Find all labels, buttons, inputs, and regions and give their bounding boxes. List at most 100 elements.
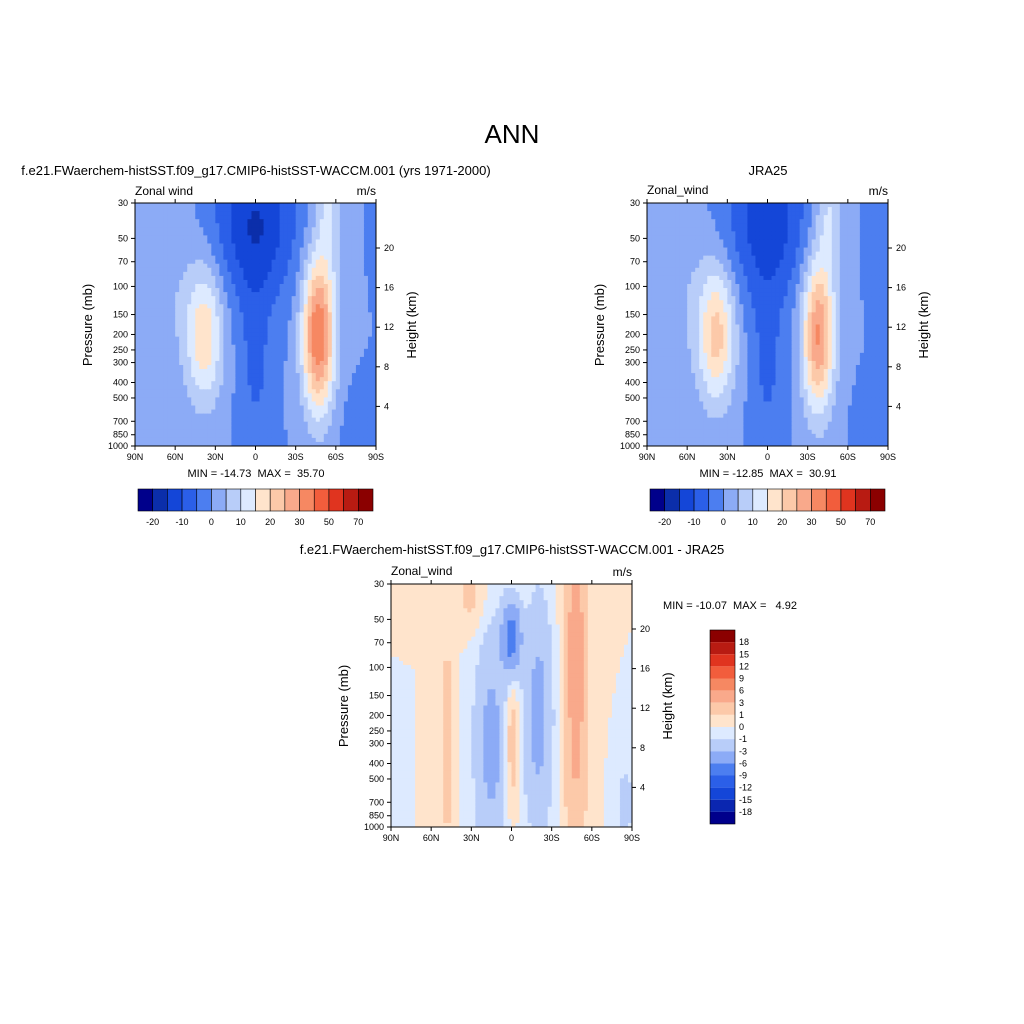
- contour-cell: [351, 409, 357, 415]
- contour-cell: [755, 207, 761, 212]
- contour-cell: [335, 344, 341, 350]
- contour-cell: [359, 215, 365, 220]
- colorbar-label: -20: [146, 517, 159, 527]
- contour-cell: [827, 211, 833, 216]
- contour-cell: [355, 381, 361, 386]
- contour-cell: [687, 271, 692, 277]
- contour-cell: [155, 389, 160, 394]
- contour-cell: [883, 215, 888, 220]
- contour-cell: [815, 227, 821, 232]
- contour-cell: [363, 332, 369, 338]
- contour-cell: [363, 271, 369, 277]
- contour-cell: [243, 279, 249, 285]
- contour-cell: [167, 421, 172, 427]
- contour-cell: [347, 393, 353, 398]
- contour-cell: [147, 292, 152, 297]
- contour-cell: [739, 255, 744, 261]
- contour-cell: [287, 320, 293, 326]
- contour-cell: [179, 437, 184, 443]
- contour-cell: [243, 271, 249, 277]
- contour-cell: [251, 421, 257, 427]
- contour-cell: [223, 437, 228, 443]
- contour-cell: [203, 215, 208, 220]
- contour-cell: [175, 389, 180, 394]
- contour-cell: [359, 413, 365, 419]
- contour-cell: [135, 413, 140, 419]
- contour-cell: [167, 413, 172, 419]
- contour-cell: [655, 267, 660, 273]
- contour-cell: [315, 316, 321, 322]
- contour-cell: [243, 377, 249, 382]
- contour-cell: [147, 425, 152, 431]
- contour-cell: [231, 312, 237, 317]
- contour-cell: [271, 369, 277, 374]
- contour-cell: [227, 369, 232, 374]
- contour-cell: [759, 243, 765, 249]
- contour-cell: [715, 255, 720, 261]
- contour-cell: [171, 373, 176, 378]
- contour-cell: [295, 352, 301, 358]
- contour-cell: [827, 231, 833, 236]
- contour-cell: [335, 231, 341, 236]
- contour-cell: [339, 360, 345, 366]
- contour-cell: [215, 389, 220, 394]
- contour-cell: [195, 369, 200, 374]
- contour-cell: [195, 377, 200, 382]
- contour-cell: [355, 421, 361, 427]
- contour-cell: [147, 365, 152, 370]
- contour-cell: [775, 203, 781, 208]
- contour-cell: [167, 296, 172, 301]
- contour-cell: [647, 215, 652, 220]
- contour-cell: [779, 284, 785, 289]
- contour-cell: [287, 356, 293, 362]
- contour-cell: [823, 251, 829, 257]
- contour-cell: [347, 401, 353, 407]
- contour-cell: [299, 288, 305, 293]
- contour-cell: [223, 393, 228, 398]
- contour-cell: [343, 316, 349, 322]
- contour-cell: [875, 247, 881, 253]
- contour-cell: [751, 211, 757, 216]
- contour-cell: [151, 320, 156, 326]
- contour-cell: [735, 259, 740, 265]
- contour-cell: [139, 292, 144, 297]
- contour-cell: [255, 433, 261, 439]
- contour-cell: [231, 340, 237, 346]
- contour-field: [647, 203, 888, 446]
- contour-cell: [739, 288, 744, 293]
- contour-cell: [255, 267, 261, 273]
- contour-cell: [203, 271, 208, 277]
- contour-cell: [355, 284, 361, 289]
- contour-cell: [783, 275, 789, 281]
- contour-cell: [727, 239, 732, 245]
- contour-cell: [355, 356, 361, 362]
- contour-cell: [219, 300, 224, 305]
- contour-cell: [207, 336, 212, 342]
- contour-cell: [359, 356, 365, 362]
- contour-cell: [267, 275, 273, 281]
- colorbar: -20 -10 0 10 20 30 50 70: [137, 488, 374, 527]
- contour-cell: [835, 203, 841, 208]
- contour-cell: [343, 401, 349, 407]
- contour-cell: [227, 308, 232, 313]
- contour-cell: [155, 219, 160, 224]
- contour-cell: [135, 352, 140, 358]
- contour-cell: [771, 267, 777, 273]
- contour-cell: [199, 417, 204, 423]
- contour-cell: [823, 207, 829, 212]
- contour-cell: [311, 365, 317, 370]
- contour-cell: [691, 223, 696, 228]
- contour-cell: [287, 316, 293, 322]
- contour-cell: [259, 235, 265, 241]
- contour-cell: [319, 356, 325, 362]
- contour-cell: [183, 365, 188, 370]
- contour-cell: [767, 259, 773, 265]
- contour-cell: [335, 373, 341, 378]
- contour-cell: [791, 288, 797, 293]
- contour-cell: [143, 320, 148, 326]
- contour-cell: [351, 389, 357, 394]
- contour-cell: [283, 227, 289, 232]
- contour-cell: [155, 300, 160, 305]
- contour-cell: [135, 409, 140, 415]
- contour-cell: [259, 271, 265, 277]
